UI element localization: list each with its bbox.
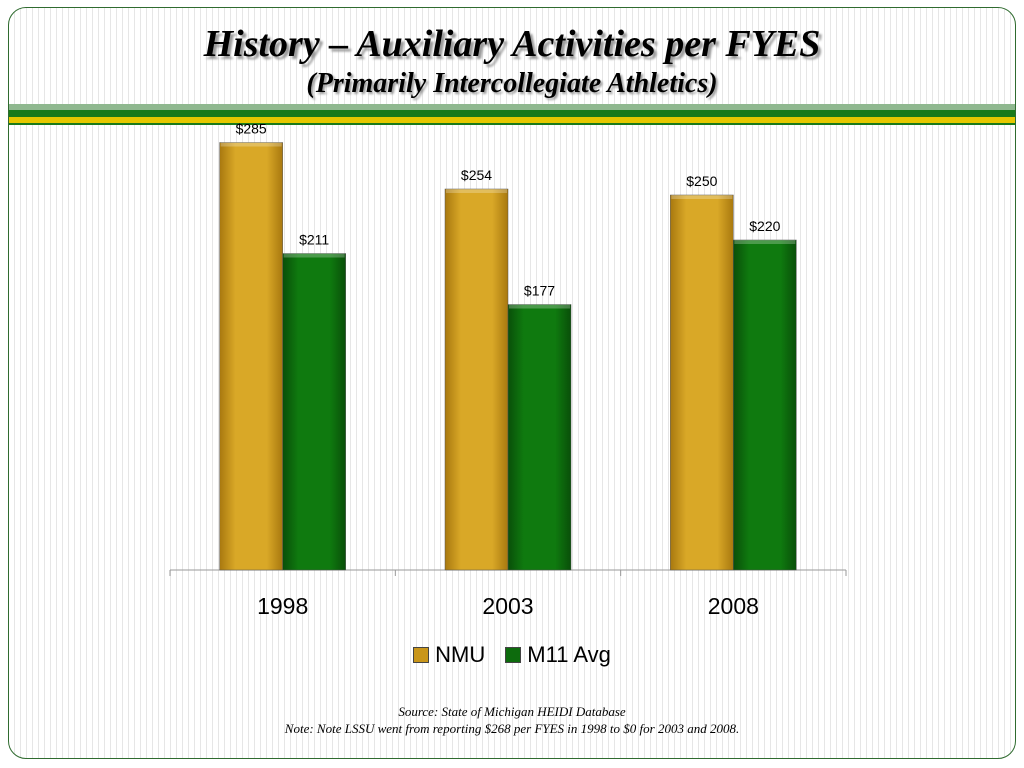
legend-swatch-nmu xyxy=(413,647,430,663)
bar-nmu-2003 xyxy=(444,188,509,571)
bar-m11-avg-1998 xyxy=(282,253,346,571)
data-label-nmu-2003: $254 xyxy=(461,167,492,183)
data-label-nmu-2008: $250 xyxy=(686,173,717,189)
header-stripe-light-green xyxy=(9,104,1015,110)
legend-swatch-m11-avg xyxy=(505,647,522,663)
data-label-m11-avg-2003: $177 xyxy=(524,283,555,299)
legend-label-m11-avg: M11 Avg xyxy=(527,642,611,667)
chart-legend: NMU M11 Avg xyxy=(0,642,1024,668)
bar-bevel-nmu-2008 xyxy=(671,195,733,199)
header-stripe-dark-green xyxy=(9,123,1015,125)
bar-bevel-nmu-2003 xyxy=(446,189,507,193)
footnote: Note: Note LSSU went from reporting $268… xyxy=(284,721,740,736)
data-label-m11-avg-1998: $211 xyxy=(299,232,329,248)
legend-label-nmu: NMU xyxy=(435,642,486,667)
bar-m11-avg-2003 xyxy=(507,304,572,571)
bar-bevel-m11-avg-2003 xyxy=(509,304,570,309)
header-stripe-green xyxy=(9,110,1015,117)
bar-bevel-m11-avg-1998 xyxy=(283,253,345,258)
data-label-m11-avg-2008: $220 xyxy=(749,218,780,234)
x-tick-label-2008: 2008 xyxy=(708,593,759,619)
bar-bevel-nmu-1998 xyxy=(220,142,282,147)
slide-subtitle: (Primarily Intercollegiate Athletics) xyxy=(306,68,718,99)
bar-nmu-2008 xyxy=(670,194,734,571)
bar-nmu-1998 xyxy=(219,142,283,571)
header-stripe-gold xyxy=(9,117,1015,123)
x-tick-label-2003: 2003 xyxy=(482,593,533,619)
bar-bevel-m11-avg-2008 xyxy=(734,240,796,244)
source-note: Source: State of Michigan HEIDI Database xyxy=(398,704,626,719)
bar-m11-avg-2008 xyxy=(733,239,797,571)
slide-title: History – Auxiliary Activities per FYES xyxy=(203,23,821,65)
data-label-nmu-1998: $285 xyxy=(236,121,267,137)
x-tick-label-1998: 1998 xyxy=(257,593,308,619)
legend-item-nmu: NMU xyxy=(413,642,485,668)
legend-item-m11-avg: M11 Avg xyxy=(505,642,611,668)
